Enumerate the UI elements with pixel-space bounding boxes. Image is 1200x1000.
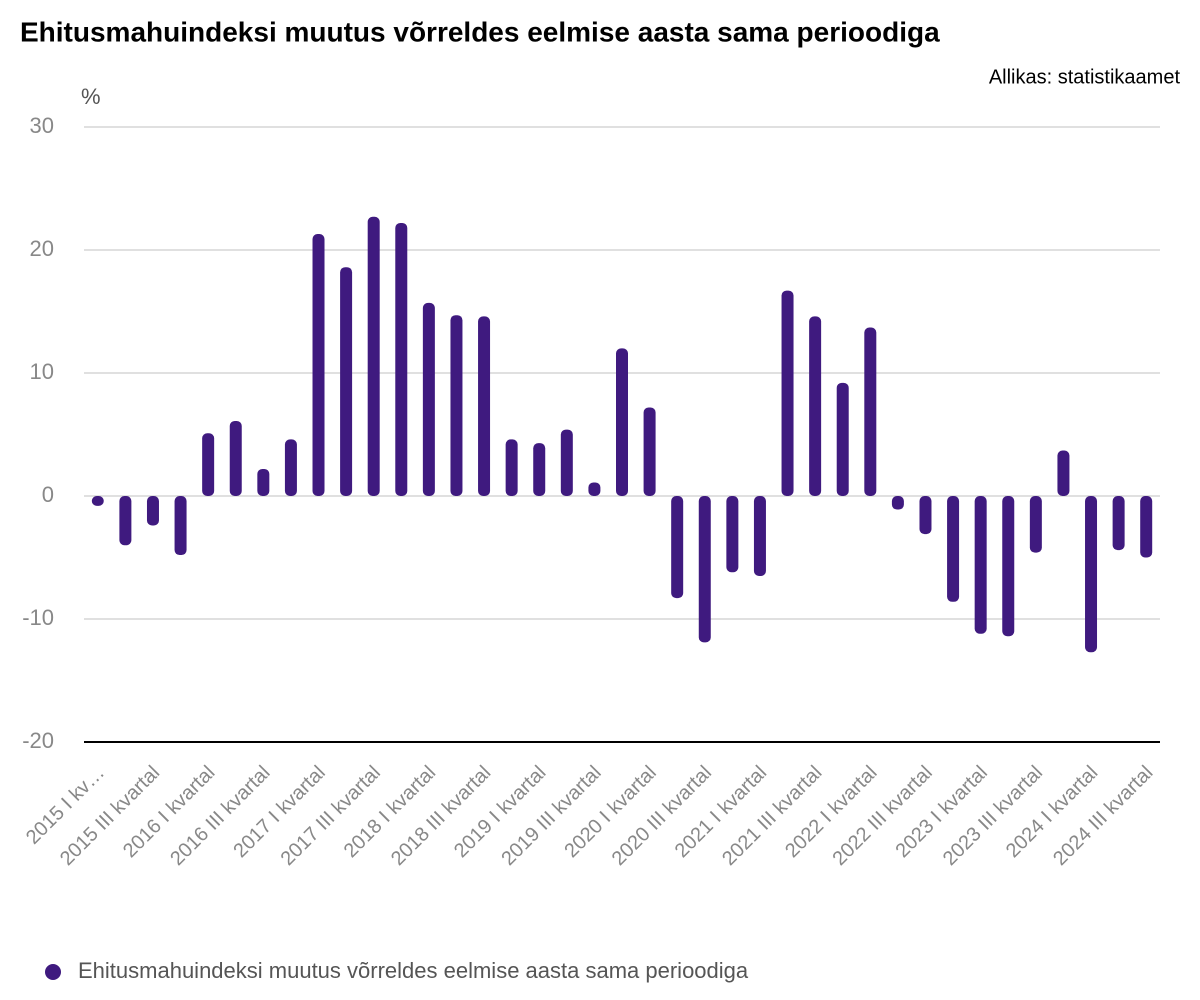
x-tick-label: 2023 III kvartal xyxy=(939,762,1047,870)
bar xyxy=(671,496,684,599)
y-tick-label: 0 xyxy=(42,482,54,507)
y-tick-label: 20 xyxy=(30,236,54,261)
x-tick-label: 2024 III kvartal xyxy=(1049,762,1157,870)
x-tick-label: 2017 III kvartal xyxy=(277,762,385,870)
bar xyxy=(119,496,132,546)
x-tick-label: 2020 III kvartal xyxy=(608,762,716,870)
y-tick-label: 30 xyxy=(30,113,54,138)
bar xyxy=(1112,496,1125,551)
bar xyxy=(919,496,932,535)
bar xyxy=(1029,496,1042,553)
legend-label: Ehitusmahuindeksi muutus võrreldes eelmi… xyxy=(78,958,749,983)
bar xyxy=(367,216,380,497)
x-tick-label: 2022 III kvartal xyxy=(828,762,936,870)
bar xyxy=(395,222,408,496)
x-tick-label: 2019 III kvartal xyxy=(497,762,605,870)
legend-marker xyxy=(45,964,61,980)
bar xyxy=(229,420,242,496)
bar xyxy=(1057,450,1070,496)
y-axis-label: % xyxy=(81,84,101,109)
x-tick-label: 2018 III kvartal xyxy=(387,762,495,870)
bar xyxy=(1140,496,1153,558)
bar xyxy=(781,290,794,496)
chart-title: Ehitusmahuindeksi muutus võrreldes eelmi… xyxy=(20,16,940,47)
bar xyxy=(174,496,187,556)
y-tick-label: -20 xyxy=(22,728,54,753)
bar xyxy=(340,267,353,496)
bar xyxy=(947,496,960,602)
bar xyxy=(505,439,518,496)
bar xyxy=(257,468,270,496)
bar xyxy=(616,348,628,496)
bar xyxy=(450,315,463,496)
y-tick-label: 10 xyxy=(30,359,54,384)
x-tick-label: 2021 III kvartal xyxy=(718,762,826,870)
bar xyxy=(312,234,325,496)
bar xyxy=(809,316,822,496)
bar xyxy=(146,496,159,526)
bar xyxy=(202,433,215,496)
bar xyxy=(533,443,546,496)
bar xyxy=(1085,496,1098,653)
bar xyxy=(753,496,766,576)
bar xyxy=(974,496,987,634)
bar xyxy=(284,439,297,496)
bar xyxy=(643,407,656,496)
bar xyxy=(588,482,601,496)
bar xyxy=(726,496,739,573)
bar xyxy=(864,327,877,496)
bar xyxy=(560,429,573,496)
y-tick-label: -10 xyxy=(22,605,54,630)
bar xyxy=(478,316,491,496)
x-tick-label: 2015 III kvartal xyxy=(56,762,164,870)
bar xyxy=(422,302,435,496)
bar xyxy=(891,496,904,510)
bar xyxy=(91,496,104,506)
x-tick-label: 2016 III kvartal xyxy=(166,762,274,870)
source: Allikas: statistikaamet xyxy=(989,66,1181,88)
bar xyxy=(836,382,849,496)
bar xyxy=(1002,496,1015,637)
bar xyxy=(698,496,711,643)
